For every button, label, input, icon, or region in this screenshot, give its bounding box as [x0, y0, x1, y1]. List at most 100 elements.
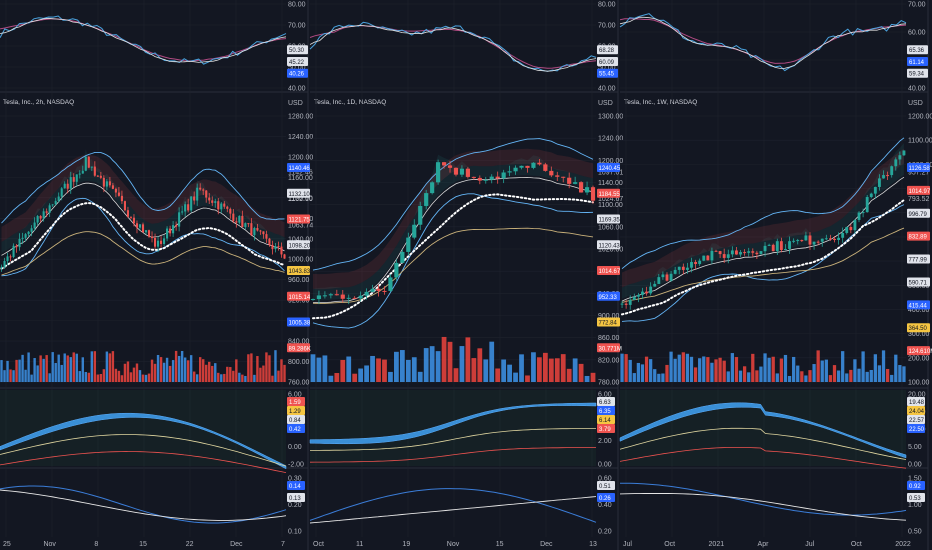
- volume-bar: [189, 355, 193, 382]
- moving-average-tan: [312, 227, 594, 304]
- volume-bar: [841, 351, 845, 382]
- volume-bar: [268, 355, 271, 382]
- candle-body: [465, 168, 470, 177]
- price-axis-extra-tick: 1024.67: [598, 196, 623, 203]
- candle-body: [60, 188, 63, 197]
- macd-background: [0, 390, 286, 466]
- price-value-tag: [907, 254, 930, 264]
- price-value-tag: [597, 188, 620, 198]
- candle-body: [54, 200, 57, 205]
- price-value-tag-text: 772.84: [599, 321, 618, 327]
- candle-body: [199, 187, 202, 190]
- price-axis-tick: 400.00: [908, 307, 930, 314]
- macd-slow-line: [310, 428, 596, 451]
- volume-bar: [229, 367, 232, 382]
- panel-2-currency: USD: [908, 100, 923, 107]
- volume-bar: [411, 357, 417, 382]
- volume-bar: [129, 372, 133, 382]
- volume-bar: [890, 374, 894, 382]
- volume-bar: [156, 354, 160, 382]
- candle-body: [316, 295, 322, 300]
- rsi-axis-tick: 60.00: [908, 30, 926, 37]
- price-value-tag: [287, 188, 310, 198]
- rsi-value-tag-text: 61.14: [909, 60, 925, 66]
- volume-bar: [624, 354, 628, 382]
- price-axis-extra-tick: 1142.46: [288, 170, 313, 177]
- candle-body: [755, 252, 759, 255]
- oscillator-value-tag-text: 0.53: [909, 496, 921, 502]
- time-axis-tick: 22: [186, 541, 194, 548]
- rsi-axis-tick: 70.00: [598, 23, 616, 30]
- price-value-tag: [907, 231, 930, 241]
- macd-value-tag: [597, 415, 615, 424]
- volume-bar: [632, 373, 636, 382]
- volume-bar: [310, 354, 316, 382]
- oscillator-axis-tick: 0.50: [908, 529, 922, 536]
- candle-body: [274, 246, 277, 250]
- macd-axis-tick: 0.00: [598, 462, 612, 469]
- candle-body: [824, 238, 828, 240]
- panel-2-title: Tesla, Inc., 1W, NASDAQ: [624, 99, 697, 106]
- candle-body: [743, 252, 747, 254]
- candle-body: [489, 176, 494, 180]
- candle-body: [820, 238, 824, 242]
- volume-bar: [677, 354, 681, 382]
- volume-bar: [747, 372, 751, 382]
- time-axis-tick: Nov: [447, 541, 460, 548]
- candle-body: [241, 215, 244, 228]
- price-value-tag: [287, 291, 310, 301]
- volume-bar: [417, 371, 423, 382]
- candle-body: [804, 235, 808, 241]
- volume-bar: [566, 368, 572, 382]
- candle-body: [706, 255, 710, 261]
- candle-body: [424, 193, 429, 206]
- candle-body: [334, 294, 339, 296]
- price-axis-tick: 1200.00: [288, 154, 313, 161]
- candle-body: [42, 211, 45, 219]
- volume-bar: [81, 357, 84, 382]
- rsi-value-tag: [287, 45, 308, 55]
- macd-value-tag-text: 1.29: [289, 409, 301, 415]
- rsi-value-tag-text: 50.30: [289, 48, 305, 54]
- macd-value-tag-text: 6.63: [599, 400, 611, 406]
- price-axis-extra-tick: 1097.01: [598, 170, 623, 177]
- volume-bar: [105, 351, 109, 382]
- volume-bar: [12, 370, 15, 382]
- price-value-tag: [597, 214, 620, 224]
- candle-body: [3, 260, 6, 267]
- volume-bar: [763, 353, 767, 382]
- volume-bar: [885, 368, 890, 382]
- price-axis-tick: 100.00: [908, 380, 930, 387]
- volume-bar: [223, 373, 226, 382]
- time-axis-tick: Dec: [540, 541, 553, 548]
- candle-body: [208, 197, 211, 201]
- candle-body: [447, 165, 453, 168]
- candle-body: [459, 168, 465, 175]
- candle-body: [513, 167, 518, 172]
- candle-body: [322, 295, 327, 297]
- volume-bar: [673, 358, 677, 382]
- candle-body: [573, 182, 578, 184]
- candle-body: [169, 228, 172, 234]
- volume-bar: [283, 364, 286, 382]
- price-axis-tick: 960.00: [288, 277, 310, 284]
- volume-bar: [590, 372, 596, 382]
- price-value-tag: [597, 343, 620, 353]
- price-value-tag: [907, 277, 930, 287]
- macd-value-tag-text: 19.48: [909, 400, 925, 406]
- candle-body: [771, 244, 775, 252]
- volume-bar: [9, 369, 12, 382]
- price-value-tag-text: 996.79: [909, 212, 928, 218]
- candle-body: [138, 224, 142, 228]
- candle-body: [641, 291, 644, 295]
- candle-body: [886, 175, 890, 177]
- macd-value-tag: [907, 424, 925, 433]
- time-axis-tick: 13: [589, 541, 597, 548]
- volume-bar: [423, 348, 429, 382]
- candle-body: [471, 176, 476, 178]
- candle-body: [30, 228, 33, 232]
- candlesticks: [310, 158, 596, 305]
- candle-body: [690, 261, 693, 268]
- price-value-tag-text: 1098.20: [289, 243, 311, 249]
